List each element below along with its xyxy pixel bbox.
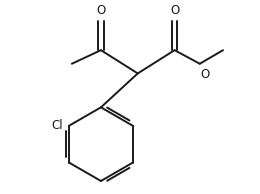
Text: O: O [96, 4, 106, 17]
Text: O: O [170, 4, 179, 17]
Text: O: O [201, 68, 210, 81]
Text: Cl: Cl [51, 119, 63, 132]
